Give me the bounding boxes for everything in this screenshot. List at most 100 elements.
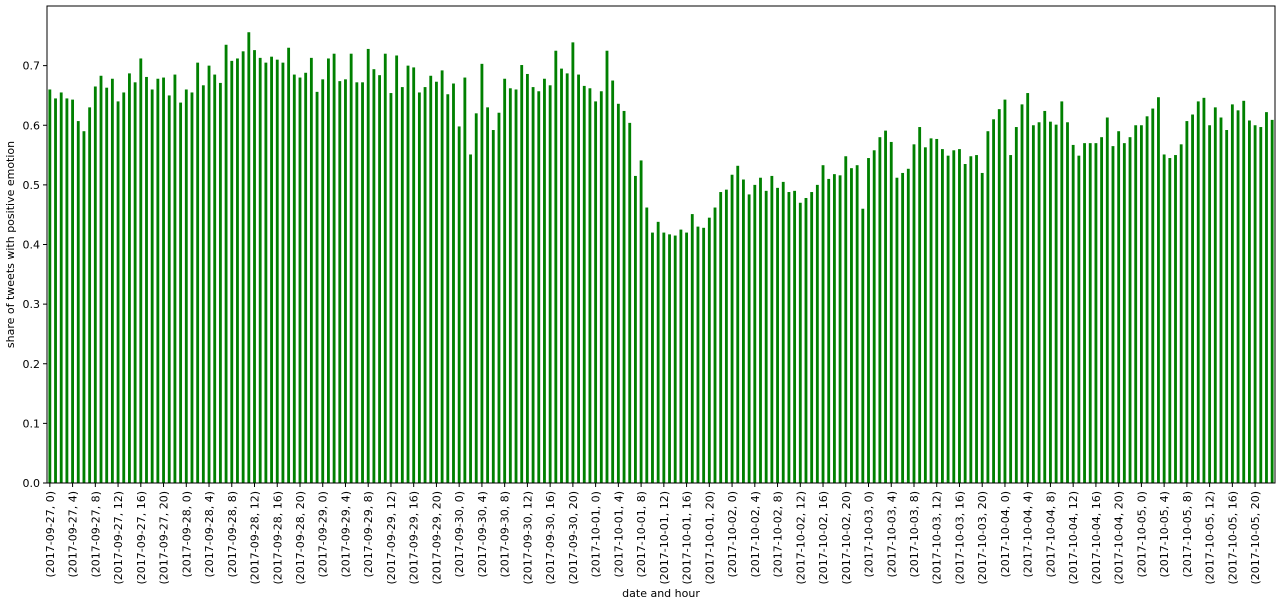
- bar: [264, 62, 268, 483]
- bar: [287, 47, 291, 484]
- bar: [616, 103, 620, 483]
- x-tick-label: (2017-10-03, 12): [931, 491, 944, 585]
- bar: [736, 165, 740, 484]
- bar: [372, 69, 376, 483]
- bar: [707, 217, 711, 484]
- bar: [395, 55, 399, 484]
- bar: [105, 87, 109, 483]
- bar: [1026, 93, 1030, 484]
- bar: [423, 87, 427, 483]
- bar: [218, 82, 222, 484]
- bars-group: [48, 32, 1274, 484]
- bar: [770, 175, 774, 483]
- bar: [236, 58, 239, 483]
- x-tick-label: (2017-09-29, 16): [408, 491, 421, 585]
- bar: [59, 92, 63, 484]
- bar: [361, 82, 364, 483]
- x-tick-label: (2017-10-01, 20): [703, 491, 716, 585]
- bar: [412, 67, 416, 483]
- bar: [1134, 125, 1138, 483]
- bar: [173, 74, 177, 483]
- bar: [156, 78, 160, 484]
- bar: [139, 58, 143, 483]
- bar: [224, 44, 228, 483]
- bar: [867, 158, 870, 484]
- x-tick-label: (2017-10-05, 20): [1249, 491, 1262, 585]
- x-tick-label: (2017-09-30, 20): [567, 491, 580, 585]
- bar: [1083, 143, 1086, 483]
- bar: [975, 155, 978, 483]
- bar: [776, 187, 779, 484]
- bar: [787, 192, 791, 483]
- bar: [76, 121, 80, 483]
- bar: [878, 137, 882, 483]
- bar: [474, 113, 478, 483]
- x-tick-label: (2017-10-04, 8): [1044, 491, 1057, 578]
- bar: [1066, 122, 1069, 484]
- bar: [918, 127, 922, 483]
- bar: [634, 175, 637, 483]
- bar: [1168, 158, 1172, 484]
- x-tick-label: (2017-10-04, 0): [999, 491, 1012, 578]
- bar: [832, 174, 836, 483]
- bar: [162, 77, 165, 484]
- bar: [1265, 112, 1268, 483]
- bar: [912, 144, 916, 483]
- bar: [1003, 99, 1007, 484]
- x-tick-label: (2017-10-02, 20): [840, 491, 853, 585]
- x-tick-label: (2017-09-27, 0): [44, 491, 57, 578]
- x-tick-label: (2017-09-29, 20): [430, 491, 443, 585]
- bar: [1145, 116, 1149, 483]
- x-tick-label: (2017-09-30, 16): [544, 491, 557, 585]
- bar: [93, 86, 97, 484]
- bar: [1031, 125, 1035, 483]
- bar: [1088, 143, 1092, 483]
- bar: [213, 74, 217, 483]
- y-tick-label: 0.1: [23, 417, 41, 430]
- bar: [452, 83, 455, 483]
- x-tick-label: (2017-10-05, 0): [1135, 491, 1148, 578]
- bar: [1151, 108, 1155, 483]
- bar: [122, 92, 126, 484]
- bar: [366, 48, 370, 484]
- bar: [1196, 101, 1200, 484]
- bar: [651, 232, 654, 483]
- bar: [622, 110, 626, 483]
- bar: [1191, 114, 1194, 484]
- bar: [1037, 122, 1041, 484]
- bar: [71, 99, 74, 484]
- bar: [1208, 125, 1212, 483]
- y-tick-label: 0.4: [23, 239, 41, 252]
- bar: [54, 98, 57, 484]
- x-tick-label: (2017-09-30, 0): [453, 491, 466, 578]
- x-tick-label: (2017-09-27, 12): [112, 491, 125, 585]
- bar: [469, 154, 472, 483]
- bar: [685, 232, 688, 483]
- bar: [906, 168, 910, 483]
- bar: [713, 207, 717, 483]
- x-axis-label: date and hour: [622, 587, 700, 600]
- bar: [355, 82, 359, 483]
- bar: [1213, 107, 1217, 484]
- bar: [309, 57, 313, 484]
- x-tick-label: (2017-09-30, 8): [499, 491, 512, 578]
- bar: [543, 78, 546, 484]
- bar: [901, 172, 905, 483]
- bar: [1259, 127, 1263, 483]
- x-tick-label: (2017-09-27, 20): [158, 491, 171, 585]
- bar: [628, 122, 632, 484]
- bar: [941, 149, 944, 483]
- bar: [99, 75, 103, 483]
- bar: [645, 207, 649, 483]
- bar: [1054, 124, 1058, 484]
- bar: [270, 56, 273, 484]
- x-tick-label: (2017-09-28, 20): [294, 491, 307, 585]
- bar: [1122, 143, 1126, 483]
- bar: [400, 87, 404, 483]
- x-axis: (2017-09-27, 0) (2017-09-27, 4) (2017-09-2…: [44, 483, 1262, 585]
- bar: [577, 74, 580, 483]
- bar: [804, 197, 808, 484]
- bar: [1094, 143, 1098, 483]
- bar: [1242, 100, 1246, 484]
- x-tick-label: (2017-09-28, 8): [226, 491, 239, 578]
